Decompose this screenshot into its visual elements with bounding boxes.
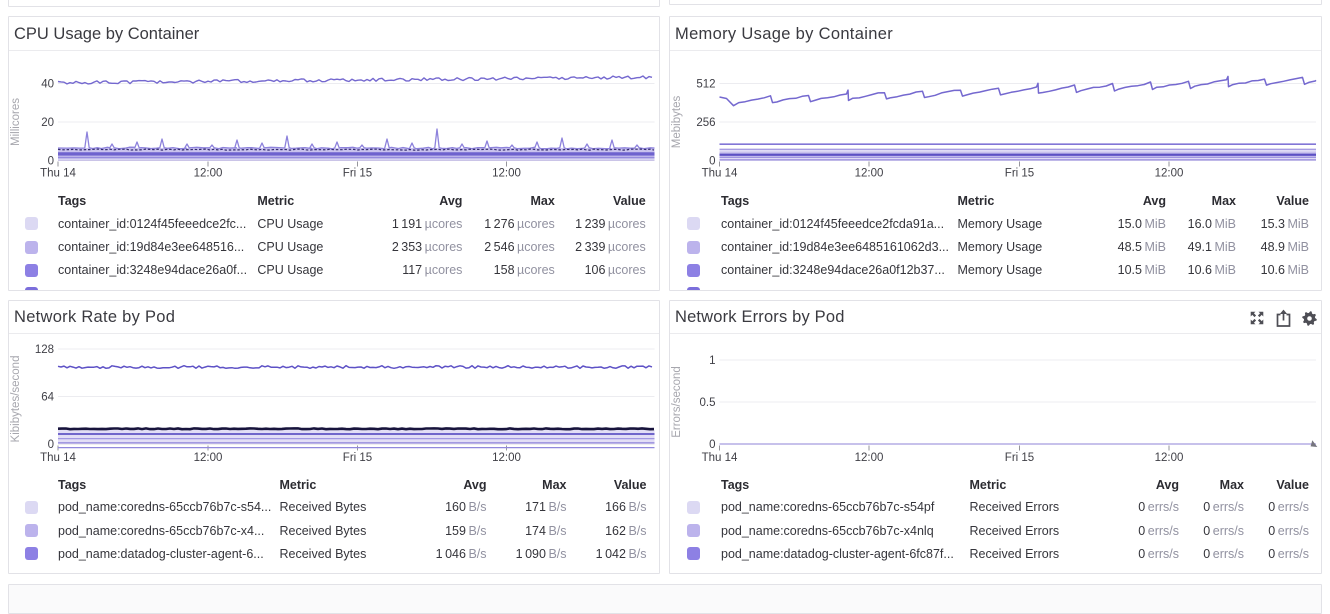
- svg-text:12:00: 12:00: [855, 168, 884, 180]
- svg-text:12:00: 12:00: [492, 168, 521, 180]
- svg-text:Thu 14: Thu 14: [40, 168, 76, 180]
- svg-text:12:00: 12:00: [194, 168, 223, 180]
- svg-text:12:00: 12:00: [855, 452, 884, 464]
- svg-text:512: 512: [696, 79, 715, 91]
- svg-text:Errors/second: Errors/second: [671, 366, 683, 438]
- svg-text:Fri 15: Fri 15: [1005, 168, 1034, 180]
- svg-text:Thu 14: Thu 14: [40, 452, 76, 464]
- svg-text:0: 0: [48, 439, 54, 451]
- svg-text:0.5: 0.5: [700, 397, 716, 409]
- svg-text:12:00: 12:00: [194, 452, 223, 464]
- svg-text:128: 128: [35, 344, 54, 356]
- svg-text:Thu 14: Thu 14: [702, 168, 738, 180]
- svg-text:64: 64: [41, 392, 54, 404]
- svg-text:0: 0: [709, 156, 715, 168]
- svg-text:40: 40: [41, 79, 54, 91]
- svg-text:Fri 15: Fri 15: [343, 168, 372, 180]
- svg-text:12:00: 12:00: [1155, 168, 1184, 180]
- svg-text:0: 0: [48, 156, 54, 168]
- svg-text:20: 20: [41, 117, 54, 129]
- svg-text:1: 1: [709, 355, 715, 367]
- svg-text:Millicores: Millicores: [10, 98, 22, 146]
- svg-text:Fri 15: Fri 15: [343, 452, 372, 464]
- svg-text:12:00: 12:00: [492, 452, 521, 464]
- svg-text:0: 0: [709, 439, 715, 451]
- svg-text:Fri 15: Fri 15: [1005, 452, 1034, 464]
- svg-text:Mebibytes: Mebibytes: [671, 96, 683, 149]
- svg-text:Kibibytes/second: Kibibytes/second: [10, 356, 22, 443]
- svg-text:Thu 14: Thu 14: [702, 452, 738, 464]
- svg-text:12:00: 12:00: [1155, 452, 1184, 464]
- svg-text:256: 256: [696, 117, 715, 129]
